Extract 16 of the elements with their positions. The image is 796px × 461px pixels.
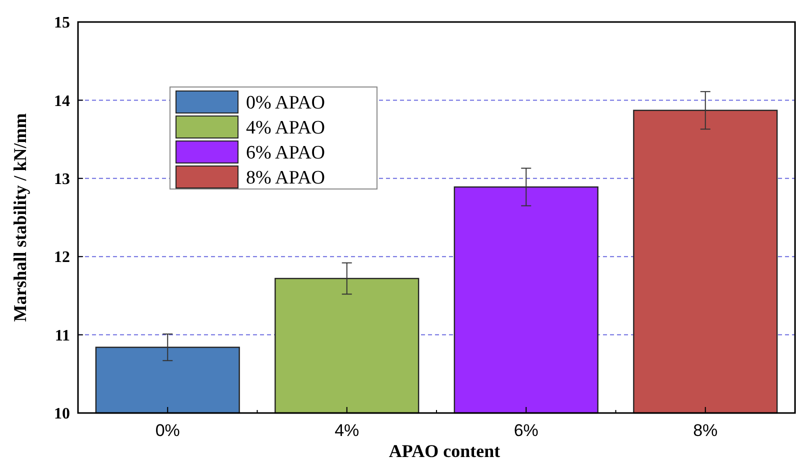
legend-label: 8% APAO <box>246 168 326 189</box>
legend-label: 6% APAO <box>246 142 326 164</box>
y-tick-label: 15 <box>54 14 70 32</box>
y-tick-label: 12 <box>54 249 70 266</box>
x-tick-label: 4% <box>334 421 360 440</box>
legend-label: 4% APAO <box>246 118 326 139</box>
y-tick-label: 11 <box>54 327 70 344</box>
x-tick-label: 8% <box>693 421 718 440</box>
x-tick-label: 0% <box>155 421 180 440</box>
y-tick-label: 14 <box>54 92 70 110</box>
legend-label: 0% APAO <box>246 92 326 114</box>
y-tick-label: 10 <box>54 406 70 423</box>
y-tick-label: 13 <box>54 171 70 188</box>
y-axis-title: Marshall stability / kN/mm <box>10 113 30 322</box>
x-tick-label: 6% <box>514 421 538 440</box>
x-axis-title: APAO content <box>388 441 500 461</box>
